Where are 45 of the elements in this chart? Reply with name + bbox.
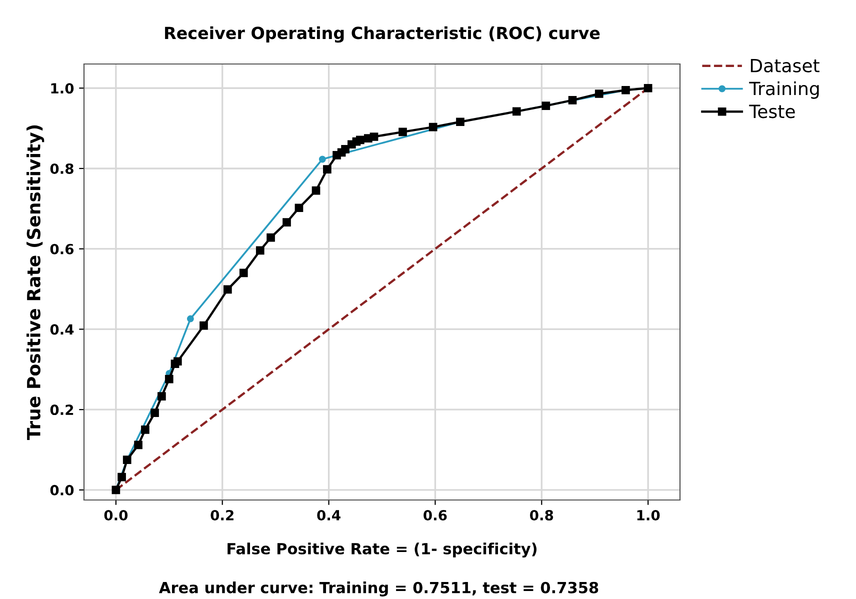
point bbox=[164, 374, 174, 384]
x-axis-title: False Positive Rate = (1- specificity) bbox=[228, 542, 536, 558]
point bbox=[318, 156, 326, 163]
y-tick-label: 0.6 bbox=[50, 244, 74, 254]
x-tick-label: 0.8 bbox=[530, 510, 554, 520]
point bbox=[294, 204, 304, 212]
x-tick-label: 1.0 bbox=[637, 510, 660, 520]
y-tick-label: 1.0 bbox=[51, 83, 74, 94]
point bbox=[173, 357, 182, 366]
point bbox=[323, 165, 332, 174]
x-tick-label: 0.4 bbox=[317, 510, 340, 520]
legend-label: Training bbox=[749, 81, 819, 99]
point bbox=[542, 102, 550, 110]
point bbox=[134, 440, 142, 450]
point bbox=[370, 132, 378, 141]
x-tick-label: 0.6 bbox=[424, 510, 447, 520]
point bbox=[398, 128, 407, 136]
point bbox=[150, 408, 159, 417]
point bbox=[341, 145, 350, 154]
text: Area under curve: Training = 0.7511, test = 0.7358 bbox=[158, 582, 598, 596]
point bbox=[428, 122, 438, 132]
point bbox=[256, 246, 264, 255]
point bbox=[200, 321, 208, 330]
y-tick-label: 0.2 bbox=[50, 404, 74, 416]
point bbox=[594, 90, 604, 98]
point bbox=[266, 233, 275, 242]
y-tick-label: 0.0 bbox=[50, 484, 74, 496]
x-tick-label: 0.2 bbox=[210, 510, 234, 520]
y-tick-label: 0.4 bbox=[50, 324, 74, 335]
y-axis-title: True Positive Rate (Sensitivity) bbox=[26, 125, 44, 440]
point bbox=[312, 186, 320, 195]
legend-label: Teste bbox=[749, 104, 795, 118]
point bbox=[186, 315, 194, 322]
point bbox=[568, 96, 577, 104]
y-tick-label: 0.8 bbox=[50, 163, 74, 174]
point bbox=[118, 472, 126, 482]
point bbox=[224, 285, 232, 294]
point bbox=[356, 136, 364, 144]
chart-title: Receiver Operating Characteristic (ROC) curve bbox=[165, 26, 600, 43]
point bbox=[282, 218, 291, 226]
point bbox=[141, 426, 150, 434]
point bbox=[158, 392, 166, 400]
x-tick-label: 0.0 bbox=[104, 510, 128, 520]
legend-label: Dataset bbox=[750, 59, 820, 72]
point bbox=[239, 268, 248, 278]
